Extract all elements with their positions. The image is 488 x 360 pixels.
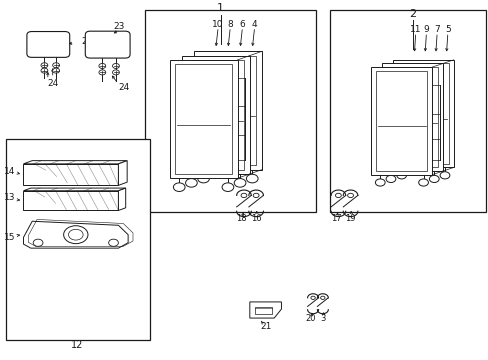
Polygon shape — [249, 302, 281, 318]
Bar — [199, 55, 256, 165]
Text: 2: 2 — [408, 9, 416, 19]
Text: 1: 1 — [217, 3, 224, 13]
Circle shape — [173, 183, 184, 192]
Polygon shape — [23, 221, 128, 248]
Text: 12: 12 — [71, 340, 83, 350]
Circle shape — [112, 70, 119, 75]
Bar — [23, 164, 118, 185]
Circle shape — [418, 179, 427, 186]
Bar — [329, 10, 485, 212]
Bar — [6, 139, 150, 339]
Text: 15: 15 — [4, 233, 15, 242]
Text: 3: 3 — [320, 314, 325, 323]
Circle shape — [185, 179, 197, 187]
Text: 8: 8 — [227, 19, 233, 28]
Circle shape — [335, 193, 341, 198]
Circle shape — [253, 193, 259, 198]
Bar — [254, 307, 271, 315]
Text: 10: 10 — [212, 19, 224, 28]
Circle shape — [375, 179, 385, 186]
Circle shape — [33, 239, 43, 246]
Bar — [145, 10, 315, 212]
Circle shape — [99, 63, 105, 68]
Bar — [175, 64, 231, 174]
Circle shape — [63, 226, 88, 244]
Text: 6: 6 — [239, 19, 245, 28]
Circle shape — [246, 174, 258, 183]
Circle shape — [197, 174, 209, 183]
Polygon shape — [118, 161, 127, 185]
Bar — [386, 67, 437, 167]
Text: 13: 13 — [4, 193, 15, 202]
Text: 17: 17 — [330, 214, 341, 223]
Circle shape — [222, 183, 233, 192]
Circle shape — [68, 229, 83, 240]
Circle shape — [439, 172, 449, 179]
Circle shape — [310, 296, 315, 300]
Text: 21: 21 — [260, 322, 271, 331]
Circle shape — [108, 239, 118, 246]
Circle shape — [53, 68, 60, 73]
Circle shape — [241, 193, 246, 198]
Text: 22: 22 — [81, 37, 92, 46]
Bar — [397, 63, 448, 164]
FancyBboxPatch shape — [27, 32, 70, 57]
Polygon shape — [23, 188, 125, 191]
Circle shape — [386, 175, 395, 183]
Bar — [382, 63, 442, 171]
Bar — [187, 60, 244, 170]
FancyBboxPatch shape — [85, 31, 130, 58]
Text: 5: 5 — [444, 25, 450, 34]
Text: 11: 11 — [409, 25, 421, 34]
Text: 19: 19 — [345, 214, 355, 223]
Circle shape — [41, 63, 48, 68]
Polygon shape — [23, 161, 127, 164]
Circle shape — [234, 179, 245, 187]
Text: 18: 18 — [236, 214, 246, 223]
Bar — [376, 71, 427, 171]
Text: 14: 14 — [4, 167, 15, 176]
Circle shape — [41, 68, 48, 73]
Text: 4: 4 — [251, 19, 257, 28]
Circle shape — [320, 296, 325, 300]
Text: 7: 7 — [433, 25, 439, 34]
Bar — [169, 60, 237, 178]
Bar — [23, 191, 118, 211]
Circle shape — [99, 70, 105, 75]
Circle shape — [53, 63, 60, 68]
Circle shape — [347, 193, 353, 198]
Text: 24: 24 — [47, 80, 58, 89]
Bar — [392, 60, 453, 167]
Bar — [182, 55, 249, 174]
Text: 9: 9 — [423, 25, 428, 34]
Bar — [371, 67, 431, 175]
Text: 20: 20 — [305, 314, 315, 323]
Text: 23: 23 — [113, 22, 125, 31]
Text: 16: 16 — [250, 214, 261, 223]
Text: 24: 24 — [119, 83, 130, 92]
Circle shape — [396, 172, 406, 179]
Circle shape — [428, 175, 438, 183]
Bar — [193, 51, 262, 170]
Polygon shape — [118, 188, 125, 211]
Circle shape — [112, 63, 119, 68]
